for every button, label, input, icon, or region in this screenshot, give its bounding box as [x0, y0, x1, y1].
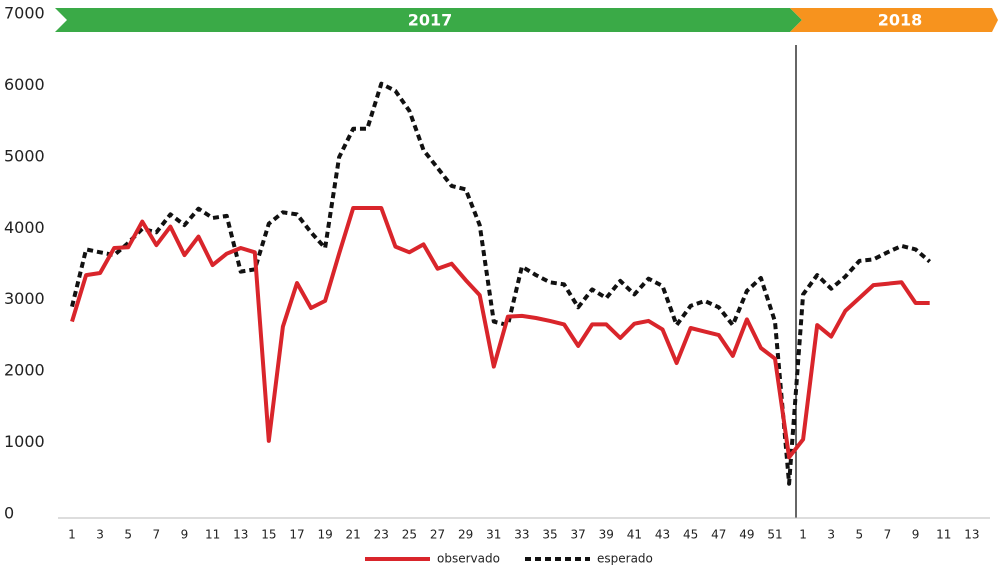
y-tick-label: 7000 [4, 4, 45, 23]
x-tick-label: 7 [884, 528, 892, 542]
banner-label: 2018 [878, 11, 923, 30]
x-tick-label: 15 [261, 528, 276, 542]
x-tick-label: 37 [571, 528, 586, 542]
x-tick-label: 11 [205, 528, 220, 542]
y-tick-label: 0 [4, 504, 14, 523]
x-tick-label: 47 [711, 528, 726, 542]
x-tick-label: 17 [289, 528, 304, 542]
x-tick-label: 9 [912, 528, 920, 542]
x-tick-label: 25 [402, 528, 417, 542]
x-tick-label: 21 [346, 528, 361, 542]
banner-2017 [55, 8, 802, 32]
x-tick-label: 11 [936, 528, 951, 542]
y-tick-label: 3000 [4, 289, 45, 308]
x-tick-label: 29 [458, 528, 473, 542]
series-line [70, 81, 932, 486]
x-tick-label: 7 [153, 528, 161, 542]
x-tick-label: 39 [599, 528, 614, 542]
x-tick-label: 13 [233, 528, 248, 542]
x-tick-label: 19 [317, 528, 332, 542]
banner-label: 2017 [408, 11, 453, 30]
x-tick-label: 31 [486, 528, 501, 542]
y-tick-label: 2000 [4, 361, 45, 380]
x-tick-label: 1 [799, 528, 807, 542]
legend-label: observado [437, 552, 500, 566]
y-tick-label: 6000 [4, 75, 45, 94]
x-tick-label: 41 [627, 528, 642, 542]
series-line [70, 206, 930, 460]
x-tick-label: 5 [856, 528, 864, 542]
x-tick-label: 13 [964, 528, 979, 542]
y-tick-label: 1000 [4, 432, 45, 451]
x-tick-label: 45 [683, 528, 698, 542]
x-tick-label: 23 [374, 528, 389, 542]
legend-label: esperado [597, 552, 653, 566]
x-tick-label: 3 [827, 528, 835, 542]
x-tick-label: 27 [430, 528, 445, 542]
x-tick-label: 35 [542, 528, 557, 542]
x-tick-label: 1 [68, 528, 76, 542]
x-tick-label: 43 [655, 528, 670, 542]
y-tick-label: 4000 [4, 218, 45, 237]
y-tick-label: 5000 [4, 146, 45, 165]
x-tick-label: 5 [124, 528, 132, 542]
x-tick-label: 51 [767, 528, 782, 542]
x-tick-label: 3 [96, 528, 104, 542]
x-tick-label: 33 [514, 528, 529, 542]
banner-2018 [790, 8, 998, 32]
x-tick-label: 49 [739, 528, 754, 542]
x-tick-label: 9 [181, 528, 189, 542]
